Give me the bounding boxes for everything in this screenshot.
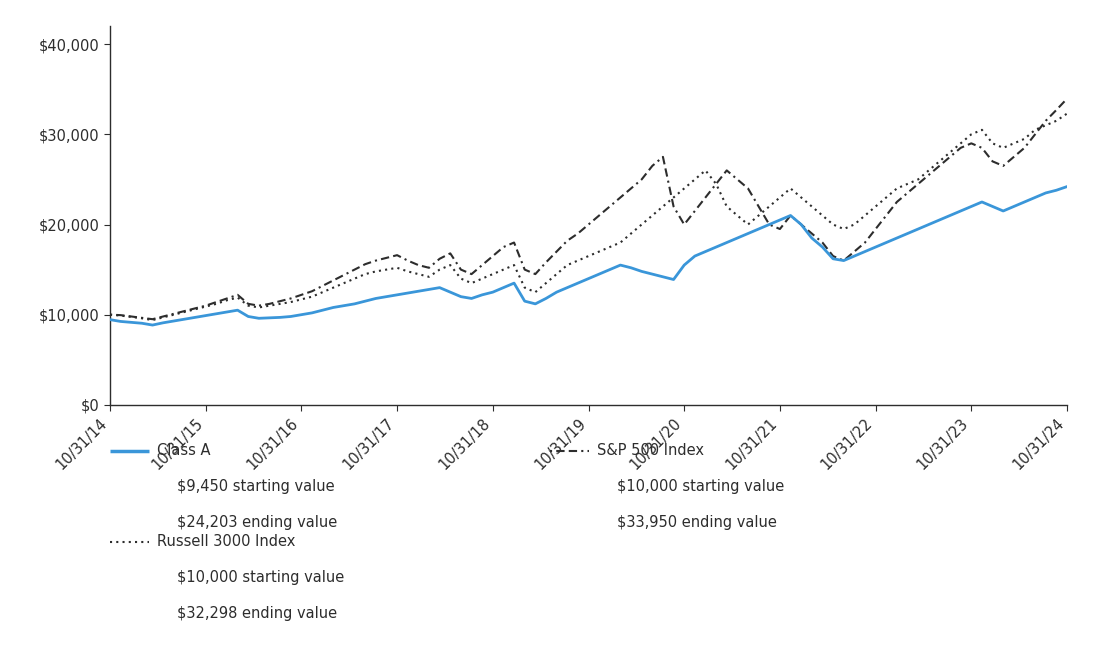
Text: $10,000 starting value: $10,000 starting value [617, 479, 784, 494]
Text: $9,450 starting value: $9,450 starting value [177, 479, 334, 494]
Text: $32,298 ending value: $32,298 ending value [177, 607, 338, 621]
Text: $24,203 ending value: $24,203 ending value [177, 515, 338, 530]
Text: Class A: Class A [157, 443, 211, 458]
Text: $33,950 ending value: $33,950 ending value [617, 515, 777, 530]
Text: S&P 500 Index: S&P 500 Index [597, 443, 704, 458]
Text: Russell 3000 Index: Russell 3000 Index [157, 535, 296, 549]
Text: $10,000 starting value: $10,000 starting value [177, 571, 344, 585]
